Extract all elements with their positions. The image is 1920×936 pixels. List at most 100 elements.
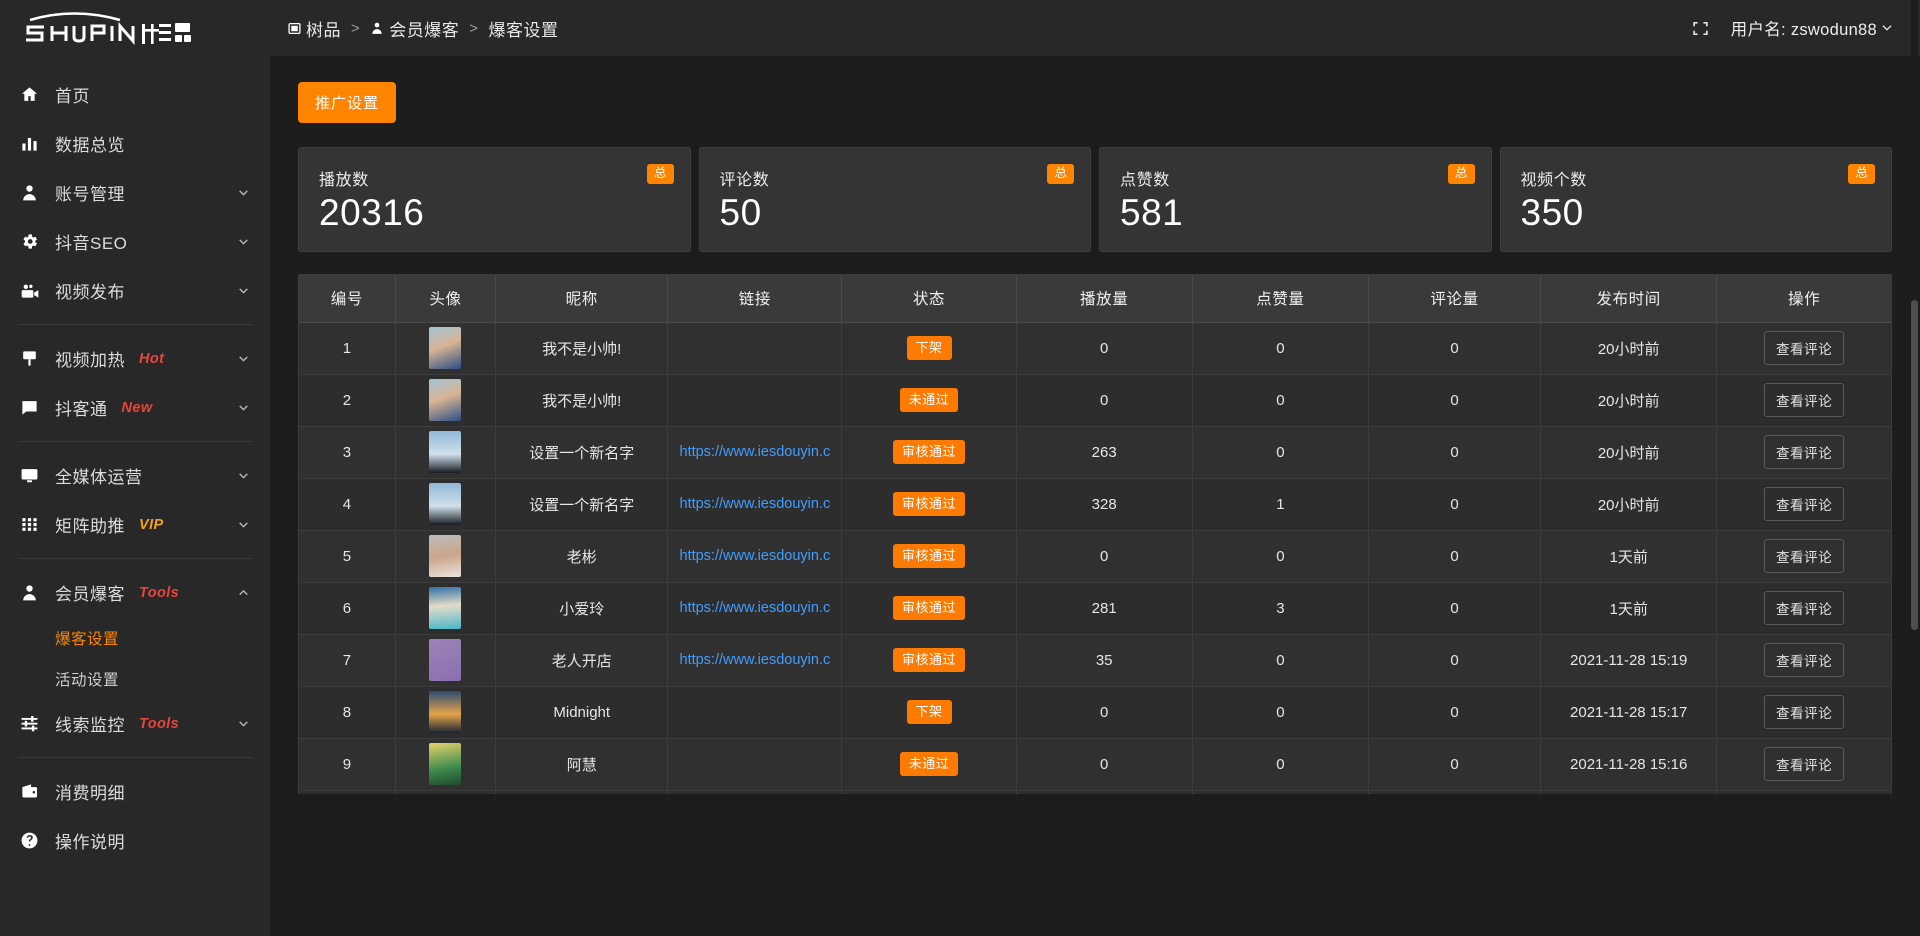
main-area: 树品 > 会员爆客 > 爆客设置 [270,0,1920,936]
view-comments-button[interactable]: 查看评论 [1763,695,1845,729]
view-comments-button[interactable]: 查看评论 [1763,487,1845,521]
cell-comments: 0 [1368,686,1542,739]
video-link[interactable]: https://www.iesdouyin.c [679,652,831,668]
view-comments-button[interactable]: 查看评论 [1763,747,1845,781]
cell-status: 未通过 [841,738,1017,791]
column-header-plays[interactable]: 播放量 [1016,275,1193,323]
sidebar-item-label: 抖音SEO [55,234,128,253]
status-badge: 审核通过 [893,543,966,569]
stat-card-title: 播放数 [319,172,369,189]
table-row[interactable]: 7 老人开店 https://www.iesdouyin.c 审核通过 35 0 0 2021… [299,634,1891,687]
view-comments-button[interactable]: 查看评论 [1763,591,1845,625]
video-link[interactable]: https://www.iesdouyin.c [679,496,831,512]
grid-icon [20,515,46,534]
cell-comments: 0 [1368,374,1542,427]
cell-status: 审核通过 [841,582,1017,635]
cell-link[interactable]: https://www.iesdouyin.c [667,478,843,531]
view-comments-button[interactable]: 查看评论 [1763,643,1845,677]
brand-logo[interactable] [0,0,270,56]
sidebar-item-douketong[interactable]: 抖客通 New [0,383,270,432]
table-row[interactable]: 4 设置一个新名字 https://www.iesdouyin.c 审核通过 328 1 0… [299,478,1891,531]
cell-link[interactable]: https://www.iesdouyin.c [667,426,843,479]
cell-id: 5 [299,530,396,583]
status-badge: 下架 [906,335,952,361]
cell-nickname: 设置一个新名字 [495,478,669,531]
cell-actions: 查看评论 [1716,634,1891,687]
data-table: 编号 头像 昵称 链接 状态 播放量 点赞量 评论量 发布时间 操作 1 我不是小 [299,275,1891,794]
view-comments-button[interactable]: 查看评论 [1763,331,1845,365]
cell-plays: 328 [1016,478,1193,531]
sidebar-item-home[interactable]: 首页 [0,70,270,119]
table-row[interactable]: 3 设置一个新名字 https://www.iesdouyin.c 审核通过 263 0 0… [299,426,1891,479]
table-row[interactable]: 5 老彬 https://www.iesdouyin.c 审核通过 0 0 0 1天前 查看评论 [299,530,1891,583]
breadcrumb-item-root[interactable]: 树品 [288,16,341,41]
stat-card-value: 350 [1520,192,1584,233]
table-row[interactable]: 6 小爱玲 https://www.iesdouyin.c 审核通过 281 3 0 1天前 查… [299,582,1891,635]
sidebar-item-account-management[interactable]: 账号管理 [0,168,270,217]
cell-link[interactable]: https://www.iesdouyin.c [667,530,843,583]
video-link[interactable]: https://www.iesdouyin.c [679,444,831,460]
sidebar-item-label: 操作说明 [55,833,125,852]
chevron-down-icon [237,352,250,365]
column-header-actions[interactable]: 操作 [1716,275,1891,323]
sidebar-item-douyin-seo[interactable]: 抖音SEO [0,217,270,266]
sidebar-item-label: 会员爆客 [55,585,125,604]
column-header-likes[interactable]: 点赞量 [1192,275,1370,323]
sidebar-item-video-publish[interactable]: 视频发布 [0,266,270,315]
table-row[interactable]: 8 Midnight 下架 0 0 0 2021-11-28 15:17 查看评论 [299,686,1891,739]
sidebar-item-omnimedia[interactable]: 全媒体运营 [0,451,270,500]
cell-nickname: 设置一个新名字 [495,426,669,479]
user-menu[interactable]: 用户名: zswodun88 [1731,16,1894,40]
sidebar-item-matrix-boost[interactable]: 矩阵助推 VIP [0,500,270,549]
column-header-publish-time[interactable]: 发布时间 [1540,275,1718,323]
breadcrumb-item-member-baoke[interactable]: 会员爆客 [370,16,459,41]
sidebar-item-member-baoke[interactable]: 会员爆客 Tools [0,568,270,617]
fullscreen-icon[interactable] [1692,20,1709,37]
cell-link[interactable]: https://www.iesdouyin.c [667,582,843,635]
sidebar-divider [18,757,252,758]
column-header-id[interactable]: 编号 [299,275,396,323]
window-icon [288,22,301,35]
cell-comments: 0 [1368,530,1542,583]
scrollbar-thumb[interactable] [1911,300,1918,630]
sidebar-subitem-activity-settings[interactable]: 活动设置 [0,658,270,699]
column-header-nickname[interactable]: 昵称 [495,275,669,323]
table-row[interactable]: 10 [299,790,1891,794]
sidebar-item-lead-monitor[interactable]: 线索监控 Tools [0,699,270,748]
status-badge: 总 [1047,164,1074,184]
table-row[interactable]: 1 我不是小帅! 下架 0 0 0 20小时前 查看评论 [299,322,1891,375]
cell-status: 审核通过 [841,478,1017,531]
cell-comments: 0 [1368,582,1542,635]
table-row[interactable]: 9 阿慧 未通过 0 0 0 2021-11-28 15:16 查看评论 [299,738,1891,791]
cell-likes: 0 [1192,426,1370,479]
sidebar-item-video-boost[interactable]: 视频加热 Hot [0,334,270,383]
column-header-status[interactable]: 状态 [841,275,1017,323]
column-header-comments[interactable]: 评论量 [1368,275,1542,323]
avatar [429,587,462,629]
sidebar-item-data-overview[interactable]: 数据总览 [0,119,270,168]
cell-link[interactable]: https://www.iesdouyin.c [667,634,843,687]
view-comments-button[interactable]: 查看评论 [1763,383,1845,417]
sidebar-item-consumption-details[interactable]: 消费明细 [0,767,270,816]
video-link[interactable]: https://www.iesdouyin.c [679,600,831,616]
stat-card-plays: 播放数 20316 总 [298,147,691,252]
sidebar-item-instructions[interactable]: 操作说明 [0,816,270,865]
column-header-link[interactable]: 链接 [667,275,843,323]
page-scrollbar[interactable] [1911,0,1918,936]
sidebar-divider [18,441,252,442]
sidebar-subitem-baoke-settings[interactable]: 爆客设置 [0,617,270,658]
promo-settings-button[interactable]: 推广设置 [298,82,397,123]
avatar [429,379,462,421]
stat-card-video-count: 视频个数 350 总 [1499,147,1892,252]
cell-status: 审核通过 [841,530,1017,583]
video-link[interactable]: https://www.iesdouyin.c [679,548,831,564]
column-header-avatar[interactable]: 头像 [395,275,497,323]
cell-likes: 0 [1192,686,1370,739]
status-badge: 未通过 [899,751,959,777]
table-row[interactable]: 2 我不是小帅! 未通过 0 0 0 20小时前 查看评论 [299,374,1891,427]
cell-avatar [395,790,497,794]
cell-plays [1016,790,1193,794]
topbar-right: 用户名: zswodun88 [1692,16,1894,40]
view-comments-button[interactable]: 查看评论 [1763,435,1845,469]
view-comments-button[interactable]: 查看评论 [1763,539,1845,573]
